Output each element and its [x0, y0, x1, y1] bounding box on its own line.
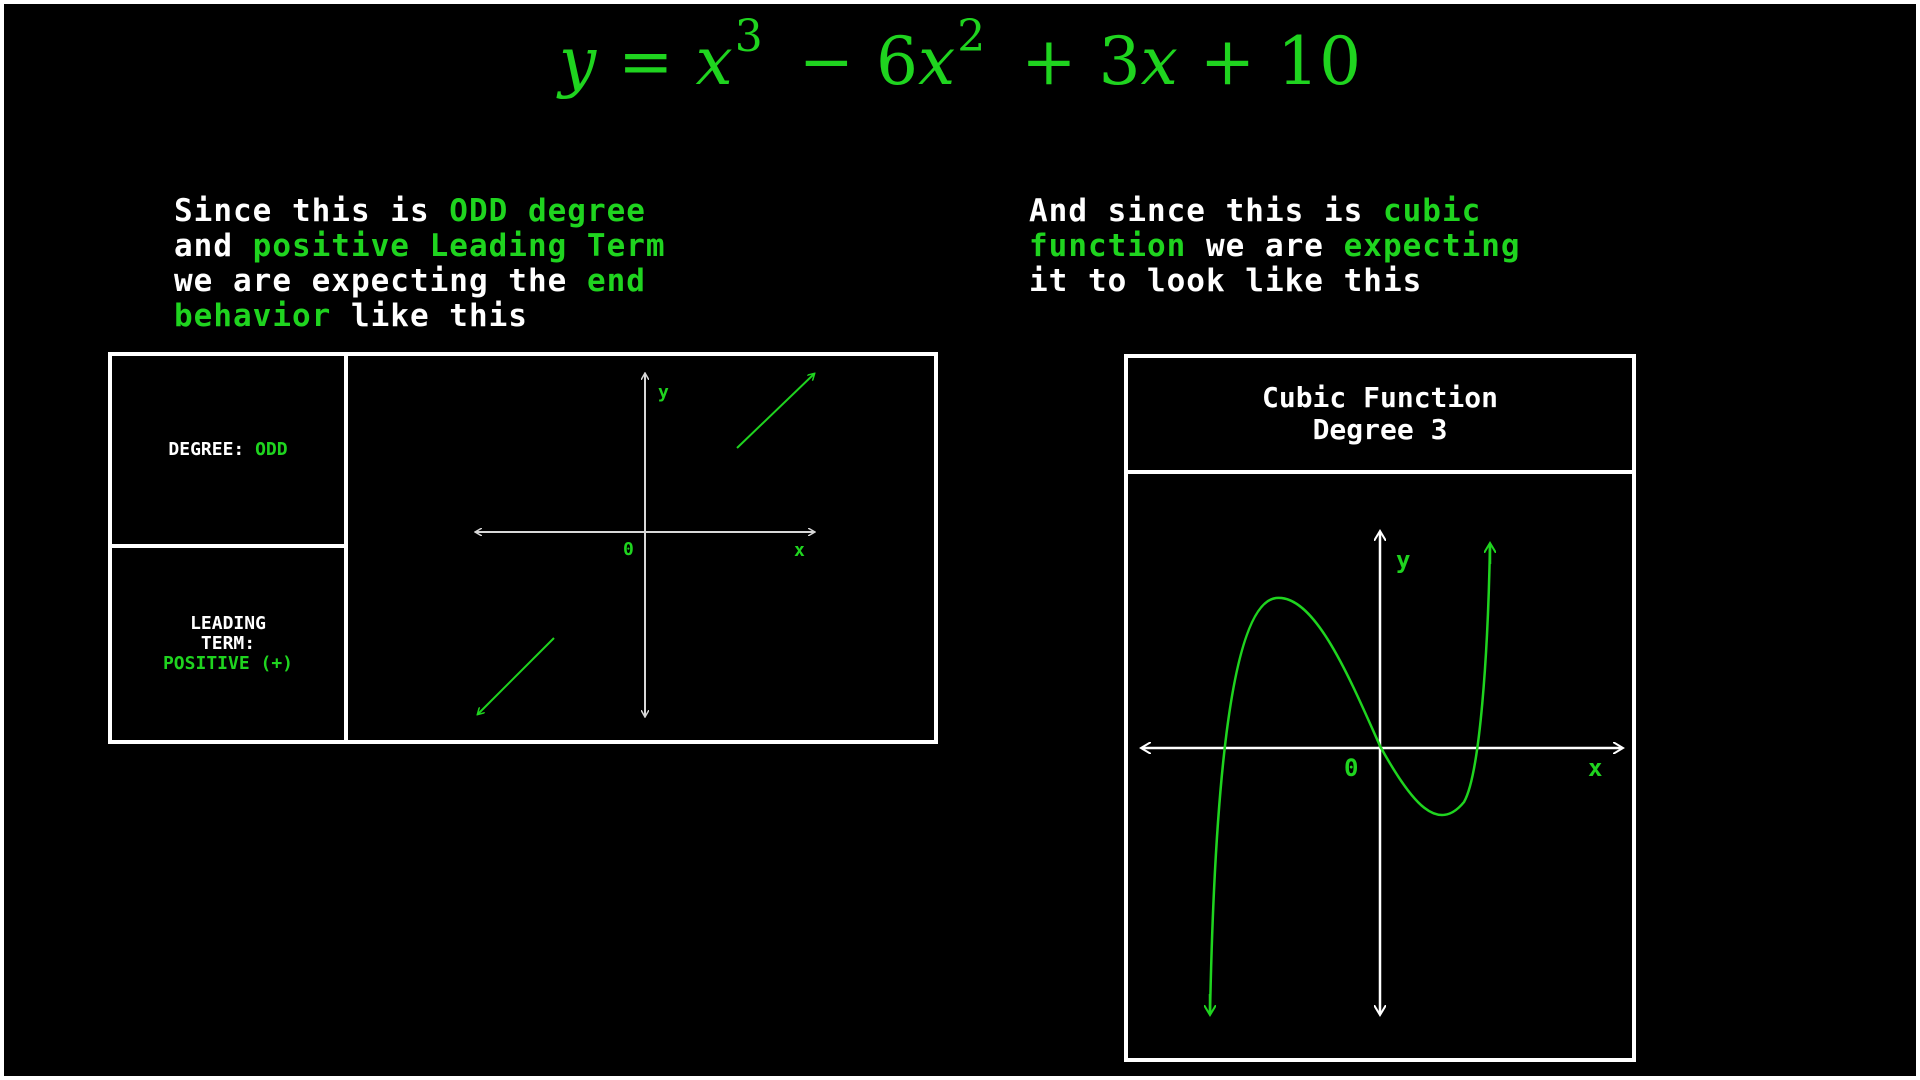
left-line1a: Since this is [174, 193, 450, 229]
right-line3a: it to look like this [1029, 263, 1423, 299]
eq-exp2: 2 [957, 11, 986, 62]
leading-value: POSITIVE (+) [162, 653, 294, 674]
right-line1a: And since this is [1029, 193, 1383, 229]
left-line3b: end [586, 263, 646, 299]
cubic-title-line1: Cubic Function [1261, 381, 1498, 414]
cubic-function-panel: Cubic Function Degree 3 y x 0 [1124, 354, 1636, 1062]
cubic-title-line2: Degree 3 [1312, 413, 1448, 446]
left-line2b: positive Leading Term [252, 228, 666, 264]
end-behavior-panel: DEGREE: ODD LEADING TERM: POSITIVE (+) y [108, 352, 938, 744]
left-line4b: like this [331, 298, 528, 334]
end-behavior-fall-arrow [478, 637, 555, 714]
leading-term-cell: LEADING TERM: POSITIVE (+) [112, 548, 348, 740]
eq-x3: x [1140, 23, 1178, 100]
eq-coef3: 3 [1098, 23, 1141, 100]
left-line2a: and [174, 228, 253, 264]
left-explanation: Since this is ODD degree and positive Le… [174, 194, 666, 334]
eq-y: y [558, 23, 597, 100]
cubic-title: Cubic Function Degree 3 [1128, 358, 1632, 474]
degree-value: ODD [255, 439, 288, 460]
left-line3a: we are expecting the [174, 263, 587, 299]
right-x-label: x [1588, 754, 1602, 782]
eq-exp3: 3 [734, 11, 763, 62]
right-explanation: And since this is cubic function we are … [1029, 194, 1521, 299]
right-line2a: function [1029, 228, 1187, 264]
right-line2b: we are [1186, 228, 1344, 264]
left-y-label: y [658, 382, 669, 403]
leading-label-2: TERM: [200, 633, 256, 654]
end-behavior-graph: y x 0 [348, 356, 934, 740]
eq-x2: x [918, 23, 956, 100]
degree-label: DEGREE: [168, 439, 256, 460]
degree-cell: DEGREE: ODD [112, 356, 348, 548]
eq-const10: 10 [1277, 23, 1362, 100]
eq-equals: = [618, 23, 674, 100]
left-x-label: x [794, 540, 805, 561]
right-line2c: expecting [1343, 228, 1521, 264]
cubic-graph: y x 0 [1128, 474, 1632, 1058]
right-line1b: cubic [1382, 193, 1482, 229]
eq-coef6: 6 [876, 23, 919, 100]
end-behavior-rise-arrow [736, 374, 814, 449]
cubic-curve [1208, 543, 1492, 1015]
eq-plus1: + [1021, 23, 1077, 100]
left-origin-label: 0 [623, 539, 634, 560]
right-origin-label: 0 [1344, 754, 1358, 782]
left-line1b: ODD degree [449, 193, 646, 229]
eq-plus2: + [1199, 23, 1256, 100]
eq-minus: − [798, 23, 855, 100]
left-line4a: behavior [174, 298, 332, 334]
leading-label-1: LEADING [190, 613, 266, 634]
right-y-label: y [1396, 546, 1410, 574]
eq-x1: x [695, 23, 733, 100]
slide: y = x3−6x2 +3x +10 Since this is ODD degree … [4, 4, 1916, 1076]
equation: y = x3−6x2 +3x +10 [4, 15, 1916, 101]
